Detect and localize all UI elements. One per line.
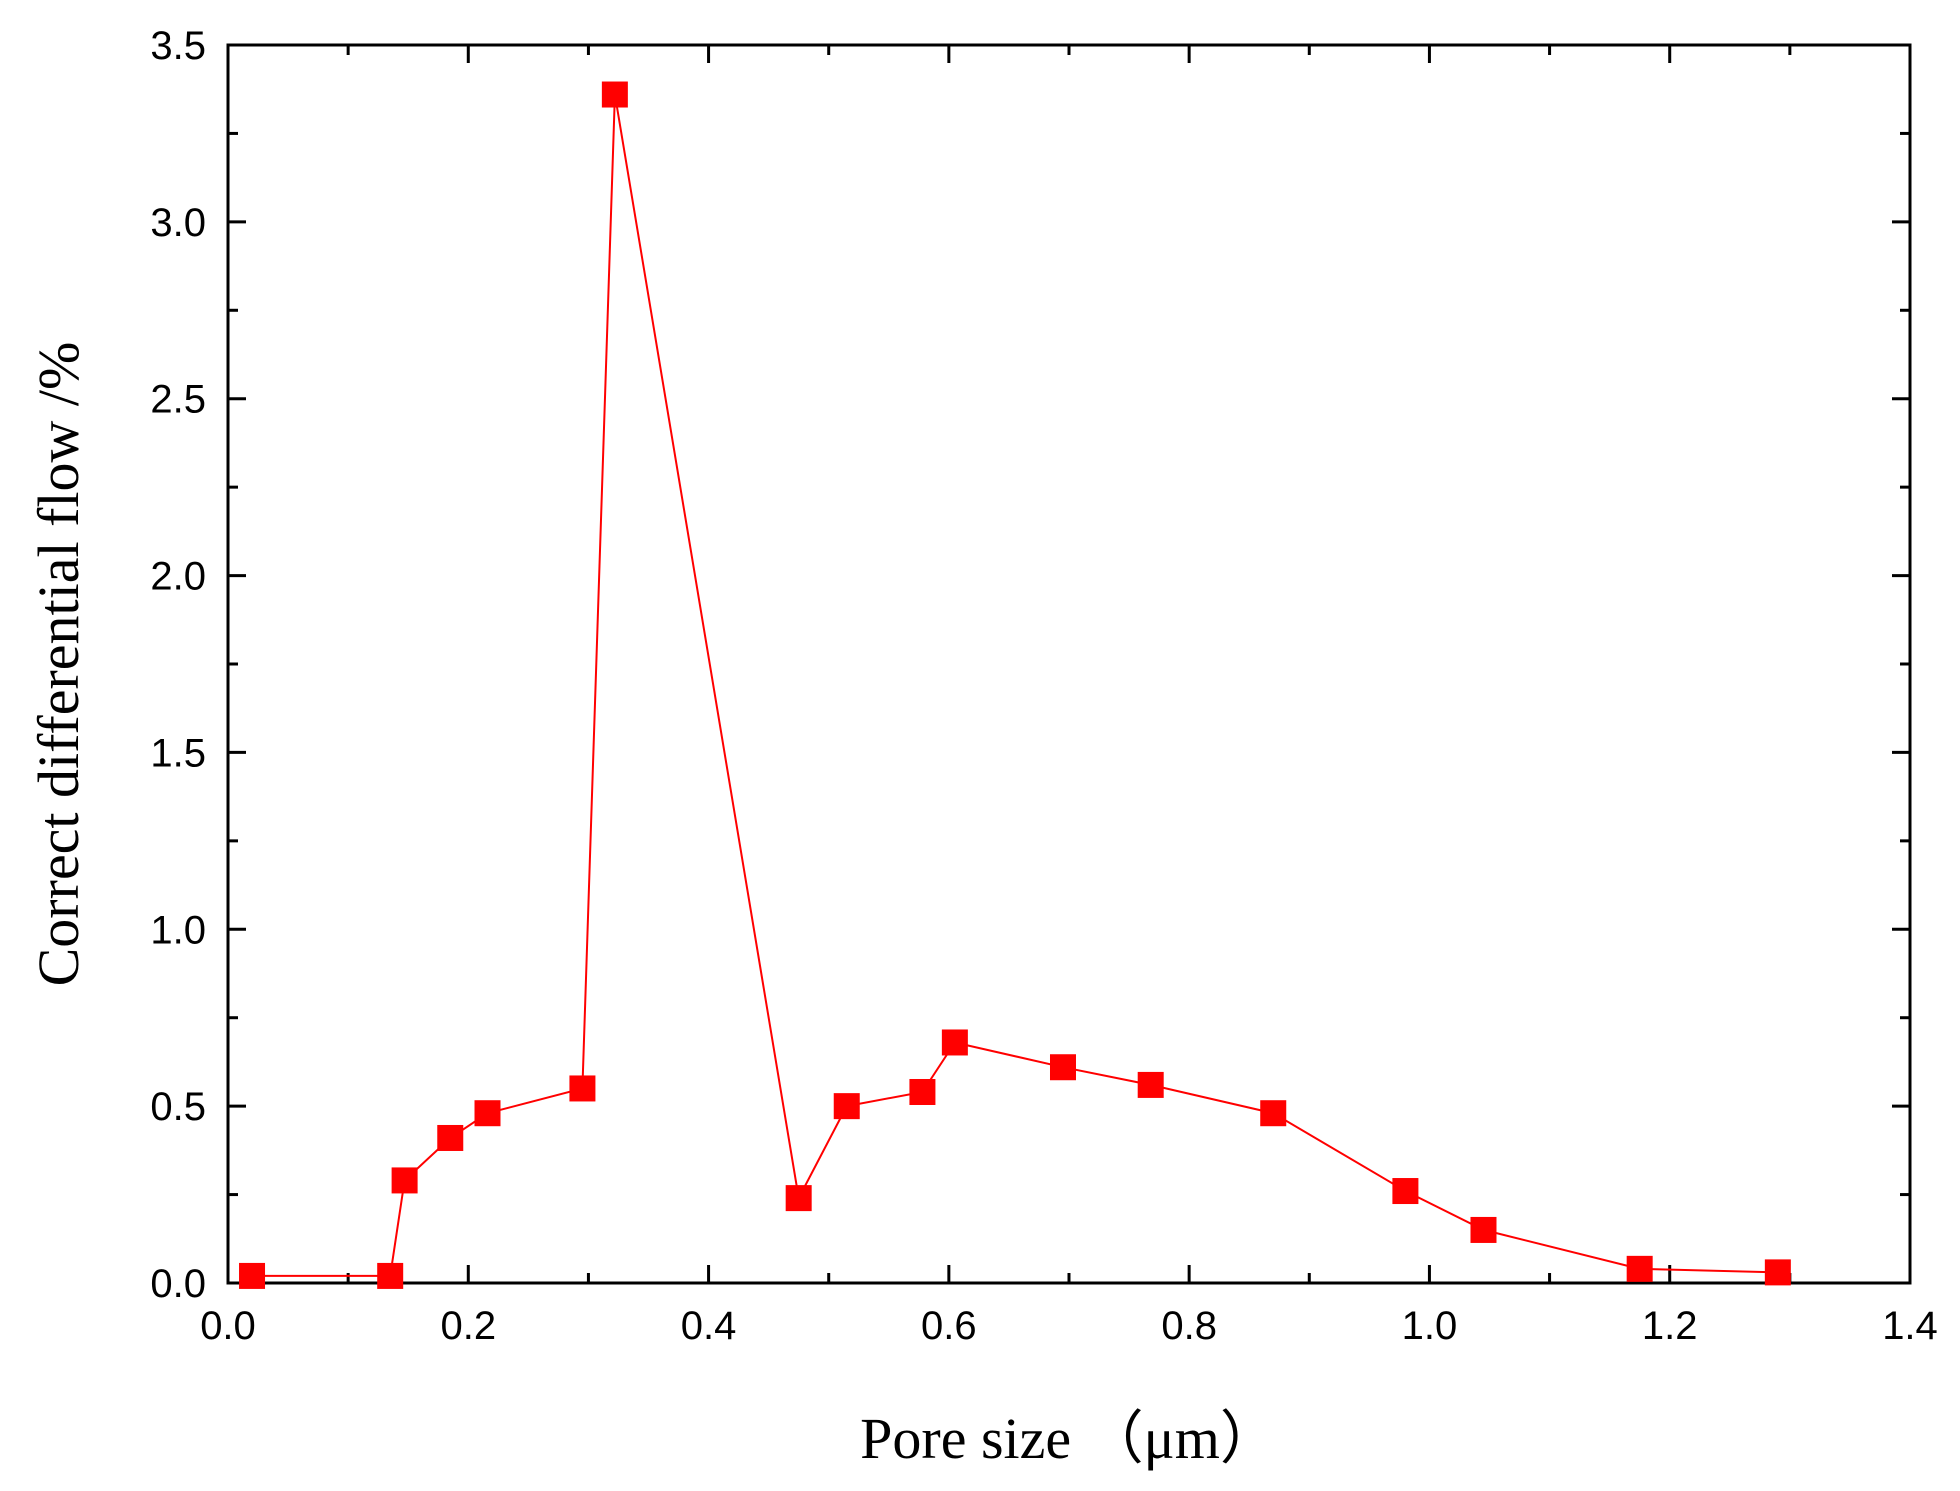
x-axis-ticks: 0.0 0.2 0.4 0.6 0.8 1.0 1.2 1.4 (200, 45, 1938, 1348)
data-point-marker (1049, 1054, 1076, 1081)
data-point-marker (1764, 1259, 1791, 1286)
y-axis-title: Correct differential flow /% (26, 342, 91, 987)
data-point-marker (909, 1078, 936, 1105)
data-point-marker (391, 1167, 418, 1194)
x-tick-label: 1.2 (1642, 1304, 1698, 1348)
x-tick-label: 0.8 (1161, 1304, 1217, 1348)
y-tick-label: 1.5 (150, 731, 206, 775)
data-point-marker (239, 1262, 266, 1289)
data-point-marker (437, 1124, 464, 1151)
x-axis-title: Pore size （μm） (860, 1406, 1278, 1471)
data-point-marker (941, 1029, 968, 1056)
data-point-marker (1137, 1071, 1164, 1098)
x-tick-label: 0.4 (681, 1304, 737, 1348)
series-line (252, 94, 1778, 1277)
x-tick-label: 1.4 (1882, 1304, 1938, 1348)
y-tick-label: 0.0 (150, 1262, 206, 1306)
plot-frame (226, 43, 1912, 1285)
data-point-marker (569, 1075, 596, 1102)
x-tick-label: 0.0 (200, 1304, 256, 1348)
data-point-marker (1260, 1100, 1287, 1127)
y-tick-label: 3.0 (150, 201, 206, 245)
data-point-marker (1626, 1255, 1653, 1282)
data-point-marker (1470, 1216, 1497, 1243)
data-point-marker (601, 81, 628, 108)
y-axis-ticks: 0.0 0.5 1.0 1.5 2.0 2.5 3.0 3.5 (150, 24, 1910, 1306)
data-point-marker (785, 1185, 812, 1212)
data-point-marker (377, 1262, 404, 1289)
y-tick-label: 3.5 (150, 24, 206, 68)
y-tick-label: 0.5 (150, 1085, 206, 1129)
y-tick-label: 2.5 (150, 378, 206, 422)
data-point-marker (833, 1093, 860, 1120)
data-point-marker (474, 1100, 501, 1127)
data-point-marker (1392, 1178, 1419, 1205)
x-tick-label: 0.6 (921, 1304, 977, 1348)
y-tick-label: 1.0 (150, 908, 206, 952)
x-tick-label: 0.2 (440, 1304, 496, 1348)
series-layer (239, 81, 1791, 1289)
x-tick-label: 1.0 (1402, 1304, 1458, 1348)
y-tick-label: 2.0 (150, 555, 206, 599)
